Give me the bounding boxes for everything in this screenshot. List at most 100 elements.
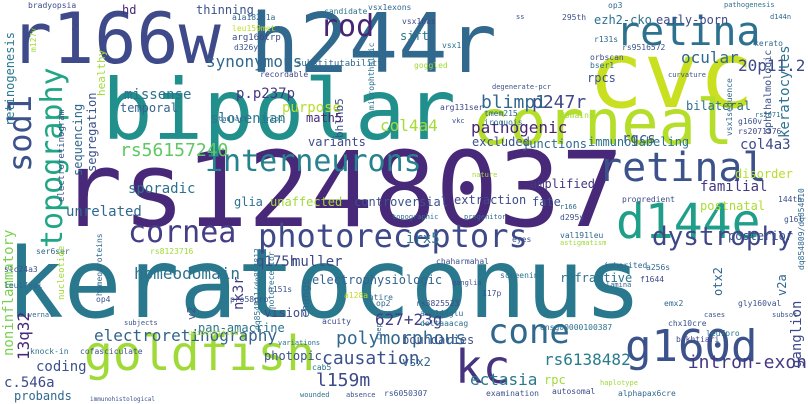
word-144th: 144th <box>778 195 803 204</box>
word-vsx1: vsx1 <box>442 41 462 50</box>
word-math5: math5 <box>306 111 343 125</box>
word-n151s: n151s <box>268 285 293 294</box>
word-d295y: d295y <box>560 213 585 222</box>
word-a256s: a256s <box>646 263 671 272</box>
word-photopic: photopic <box>264 349 322 363</box>
word-progredient: progredient <box>622 195 675 204</box>
word-unrelated: unrelated <box>66 204 142 220</box>
word-pro58pro: pro58pro <box>230 295 269 304</box>
word-interneurons: interneurons <box>205 144 422 179</box>
word-deltaaacag: deltaaacag <box>420 319 469 328</box>
word-examination: examination <box>486 389 539 398</box>
word-slc24a3: slc24a3 <box>4 265 38 274</box>
word-familial: familial <box>700 179 768 195</box>
word-inherited: inherited <box>604 261 648 270</box>
word-v2: v2 <box>185 306 198 320</box>
word-rs3825523: rs3825523 <box>416 299 460 308</box>
word-ser6ser: ser6ser <box>36 247 70 256</box>
word-p247r: p247r <box>532 92 587 113</box>
word-g160d: g160d <box>625 321 758 372</box>
word-d144e: d144e <box>616 194 761 250</box>
word-slovenian: slovenian <box>210 111 286 127</box>
word-l159m: l159m <box>316 370 371 391</box>
word-kerato: kerato <box>754 39 783 48</box>
word-retinal: retinal <box>598 145 767 191</box>
word-pathogenic: pathogenic <box>471 118 568 137</box>
word-rs9516572: rs9516572 <box>622 43 666 52</box>
word-vision: vision <box>264 306 308 320</box>
word-val191leu: val191leu <box>560 231 604 240</box>
word-v2a: v2a <box>775 274 789 296</box>
word-ophthalmologic: ophthalmologic <box>763 49 774 134</box>
word-immunolabeling: immunolabeling <box>588 135 690 149</box>
word-sequencing: sequencing <box>71 103 85 176</box>
word-rs2071376: rs2071376 <box>738 127 782 136</box>
word-627+23g: 627+23g <box>375 310 443 329</box>
word-q175h: q175h <box>256 254 299 270</box>
word-m127v: m127v <box>29 27 38 52</box>
word-ganglia: ganglia <box>452 279 482 287</box>
word-variants: variants <box>308 135 366 149</box>
word-posterior: posterior <box>728 229 794 243</box>
word-vkc: vkc <box>452 117 465 125</box>
word-haplotype: haplotype <box>600 379 638 387</box>
word-a128a: a128a <box>344 291 369 300</box>
word-r166w: r166w <box>10 0 221 80</box>
word-cases: cases <box>704 311 726 319</box>
word-col4a3: col4a3 <box>740 137 791 153</box>
word-rs8123716: rs8123716 <box>150 247 194 256</box>
word-noninflammatory: noninflammatory <box>1 229 17 356</box>
word-r166: r166 <box>560 203 577 211</box>
word-photoreceptors: photoreceptors <box>258 217 528 255</box>
word-caep: caep <box>375 323 383 340</box>
word-domains: domains <box>560 111 594 120</box>
word-dystrophy: dystrophy <box>652 222 793 252</box>
word-photoreceptor: photoreceptor <box>267 251 276 314</box>
word-controversial: controversial <box>354 195 448 209</box>
word-boundaries: boundaries <box>402 333 475 347</box>
word-vsx2: vsx2 <box>402 355 431 369</box>
word-early-born: early-born <box>656 13 729 27</box>
word-thinning: thinning <box>196 3 254 17</box>
word-retinogenesis: retinogenesis <box>3 32 17 126</box>
word-causation: causation <box>322 348 420 369</box>
word-cornea: cornea <box>128 215 237 250</box>
word-subsot: subsot <box>772 311 798 319</box>
word-entire: entire <box>364 293 393 302</box>
word-segregation: segregation <box>85 92 99 172</box>
word-disorder: disorder <box>735 167 793 181</box>
word-progenitor: progenitor <box>464 213 507 221</box>
word-keratoconus: keratoconus <box>6 228 642 340</box>
word-nk3r: nk3r <box>231 276 247 310</box>
word-leu17val: leu17val <box>4 281 43 290</box>
word-corneal: corneal <box>472 86 734 159</box>
word-arg131ser: arg131ser <box>440 103 484 112</box>
word-acuity: acuity <box>322 317 351 326</box>
word-kc: kc <box>455 340 511 394</box>
word-295th: 295th <box>562 13 587 22</box>
word-temporal: temporal <box>120 101 178 115</box>
word-ectasia: ectasia <box>470 370 538 389</box>
word-lamina: lamina <box>606 281 632 289</box>
word-op4: op4 <box>96 295 111 304</box>
word-subjects: subjects <box>124 319 158 327</box>
word-keratocytes: keratocytes <box>777 45 793 138</box>
word-ocular: ocular <box>681 48 739 67</box>
word-variations: variations <box>278 339 321 347</box>
word-goldfish: goldfish <box>84 326 316 382</box>
word-otx2: otx2 <box>711 267 725 296</box>
word-rs2071: rs2071 <box>755 111 781 119</box>
word-d144n: d144n <box>770 13 792 21</box>
word-candidate: candidate <box>324 7 368 16</box>
word-ezh2-cko: ezh2-cko <box>594 13 652 27</box>
word-change: change <box>299 278 312 318</box>
word-dq854809/dq854810: dq854809/dq854810 <box>797 188 806 270</box>
word-unidentified: unidentified <box>188 329 239 337</box>
word-topographic: topographic <box>392 213 439 221</box>
word-rod: rod <box>320 9 375 44</box>
word-bakhtiari: bakhtiari <box>676 335 720 344</box>
word-curvature: curvature <box>668 71 706 79</box>
word-tmem215: tmem215 <box>484 109 518 118</box>
word-pathogenesis: pathogenesis <box>724 1 775 9</box>
word-taulact: taulact <box>218 115 248 123</box>
